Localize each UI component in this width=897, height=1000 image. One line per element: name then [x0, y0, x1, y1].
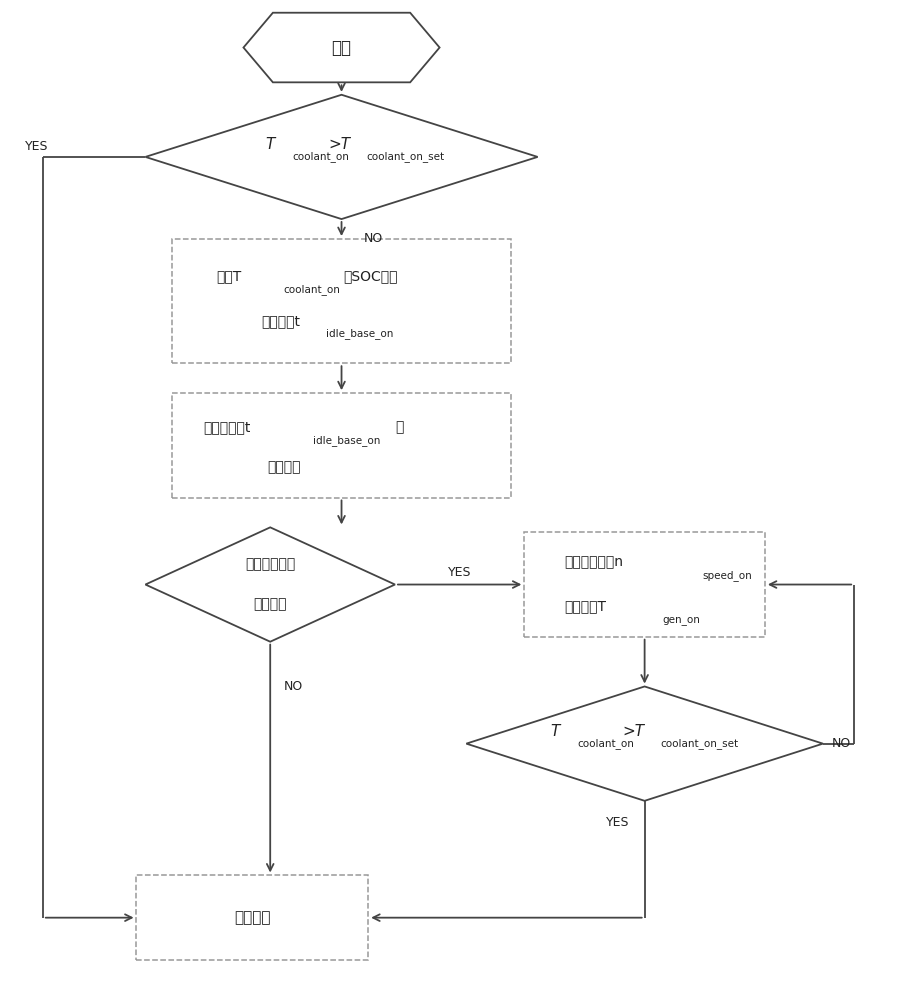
Bar	[172, 393, 511, 498]
Bar	[524, 532, 765, 637]
Text: 快速暖机转速n: 快速暖机转速n	[564, 556, 623, 570]
Text: coolant_on_set: coolant_on_set	[367, 151, 445, 162]
Text: 通过T: 通过T	[217, 269, 242, 283]
Text: NO: NO	[283, 680, 303, 693]
Text: NO: NO	[832, 737, 851, 750]
Text: >T: >T	[623, 724, 644, 739]
Text: 进行时长为t: 进行时长为t	[204, 420, 251, 434]
Text: speed_on: speed_on	[702, 570, 753, 581]
Text: 怠速暖机: 怠速暖机	[266, 460, 300, 474]
Text: 判断是否进行: 判断是否进行	[245, 558, 295, 572]
Text: 和SOC确定: 和SOC确定	[344, 269, 397, 283]
Text: YES: YES	[25, 140, 48, 153]
Text: 发电扭矩T: 发电扭矩T	[564, 599, 606, 613]
Bar	[172, 239, 511, 363]
Text: coolant_on: coolant_on	[283, 284, 341, 295]
Text: 开始: 开始	[332, 39, 352, 57]
Text: coolant_on_set: coolant_on_set	[661, 738, 739, 749]
Text: T: T	[551, 724, 560, 739]
Text: NO: NO	[364, 232, 383, 245]
Text: YES: YES	[448, 566, 472, 579]
Text: coolant_on: coolant_on	[578, 738, 635, 749]
Bar	[136, 875, 369, 960]
Text: >T: >T	[328, 137, 351, 152]
Text: gen_on: gen_on	[663, 615, 701, 625]
Text: idle_base_on: idle_base_on	[327, 328, 394, 339]
Text: 快速暖机: 快速暖机	[254, 597, 287, 611]
Text: coolant_on: coolant_on	[292, 151, 349, 162]
Text: T: T	[266, 137, 274, 152]
Text: idle_base_on: idle_base_on	[313, 435, 380, 446]
Text: 的: 的	[395, 420, 404, 434]
Text: YES: YES	[606, 816, 630, 829]
Text: 暖机时间t: 暖机时间t	[261, 314, 300, 328]
Text: 暖机结束: 暖机结束	[234, 910, 271, 925]
